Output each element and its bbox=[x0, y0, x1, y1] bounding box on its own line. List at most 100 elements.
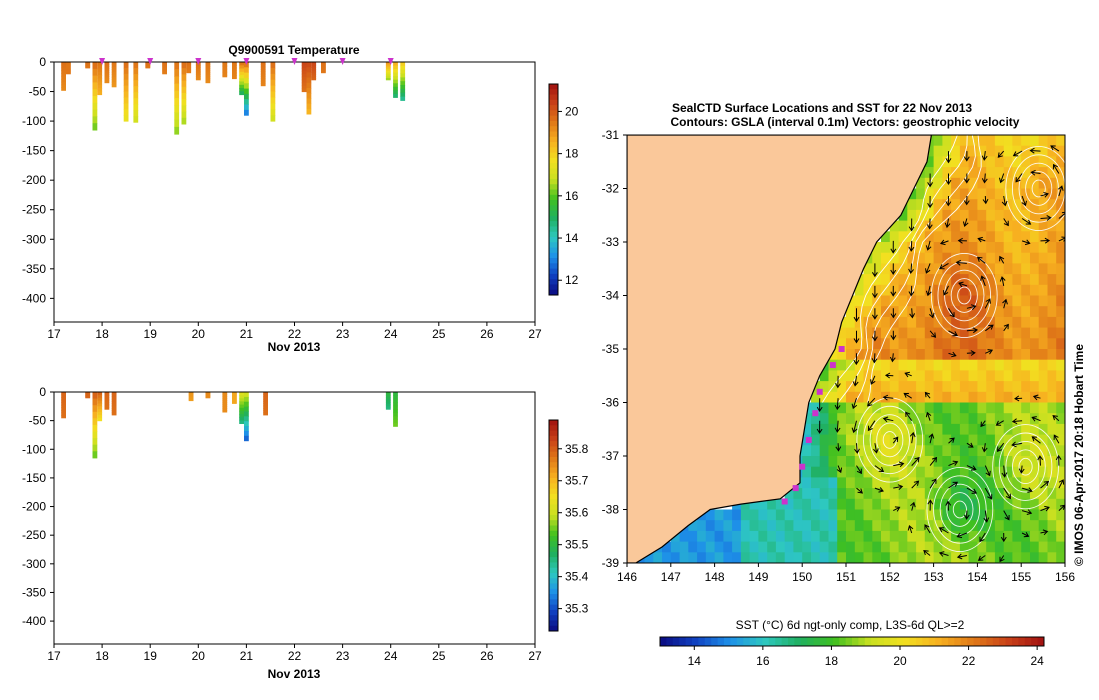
sst-cell bbox=[898, 252, 908, 264]
sst-cell bbox=[1056, 477, 1065, 489]
colorbar-cell bbox=[736, 637, 744, 646]
sst-cell bbox=[828, 509, 838, 521]
sst-cell bbox=[1047, 135, 1057, 147]
profile-cell bbox=[239, 392, 244, 396]
profile-cell bbox=[244, 104, 249, 111]
colorbar-frame bbox=[548, 83, 559, 296]
colorbar-cell bbox=[1012, 637, 1019, 646]
sst-cell bbox=[1012, 306, 1022, 318]
sst-cell bbox=[968, 520, 978, 532]
velocity-vector bbox=[966, 487, 978, 494]
gsla-contours bbox=[822, 135, 1065, 553]
seal-ctd-location bbox=[799, 463, 806, 470]
sst-cell bbox=[881, 370, 891, 382]
sst-cell bbox=[1030, 509, 1040, 521]
sst-cell bbox=[924, 327, 934, 339]
profile-cell bbox=[232, 395, 237, 397]
sst-cell bbox=[986, 167, 996, 179]
sst-cell bbox=[959, 209, 970, 221]
profile-cell bbox=[260, 83, 266, 87]
sst-cell bbox=[924, 402, 934, 414]
sst-cell bbox=[916, 274, 926, 286]
sst-cell bbox=[863, 445, 873, 457]
sst-cell bbox=[916, 209, 926, 221]
x-tick-label: 26 bbox=[480, 327, 494, 341]
sst-cell bbox=[959, 145, 970, 157]
velocity-vector bbox=[948, 308, 955, 318]
sst-cell bbox=[916, 370, 926, 382]
sst-cell bbox=[872, 252, 882, 264]
colorbar-cell bbox=[549, 609, 558, 616]
sst-cell bbox=[951, 359, 961, 371]
sst-cell bbox=[1047, 434, 1057, 446]
profile-cell bbox=[239, 71, 244, 76]
profile-cell bbox=[85, 394, 91, 396]
colorbar-cell bbox=[549, 541, 558, 548]
sst-cell bbox=[811, 541, 821, 553]
lon-tick-label: 146 bbox=[617, 570, 637, 584]
sst-cell bbox=[846, 338, 856, 350]
profile-cell bbox=[385, 74, 391, 77]
sst-cell bbox=[898, 413, 908, 425]
sst-cell bbox=[872, 381, 882, 393]
sst-cell bbox=[898, 338, 908, 350]
profile-cell bbox=[393, 392, 398, 396]
sst-cell bbox=[793, 509, 803, 521]
profile-3 bbox=[92, 62, 98, 131]
profile-cell bbox=[321, 64, 326, 66]
profile-cell bbox=[385, 69, 391, 72]
sst-cell bbox=[1012, 177, 1022, 189]
sst-cell bbox=[1038, 413, 1048, 425]
sst-cell bbox=[977, 509, 987, 521]
velocity-vector bbox=[1018, 465, 1025, 474]
velocity-vector bbox=[924, 524, 931, 534]
profile-cell bbox=[66, 71, 71, 74]
sst-cell bbox=[819, 541, 829, 553]
sst-cell bbox=[1012, 466, 1022, 478]
sst-cell bbox=[933, 498, 943, 510]
colorbar-cell bbox=[549, 210, 558, 217]
velocity-vector bbox=[893, 484, 904, 490]
sst-cell bbox=[959, 327, 970, 339]
sst-cell bbox=[1012, 167, 1022, 179]
sst-cell bbox=[916, 284, 926, 296]
x-tick-label: 17 bbox=[47, 327, 61, 341]
sst-cell bbox=[1021, 477, 1031, 489]
profile-cell bbox=[244, 392, 249, 398]
sst-cell bbox=[854, 338, 864, 350]
velocity-vector bbox=[882, 394, 894, 401]
profile-cell bbox=[239, 75, 244, 79]
colorbar-cell bbox=[549, 200, 558, 206]
sst-cell bbox=[1012, 434, 1022, 446]
sst-cell bbox=[951, 391, 961, 403]
gsla-contour bbox=[946, 492, 974, 527]
profile-cell bbox=[133, 86, 139, 93]
sst-cell bbox=[811, 488, 821, 500]
velocity-vector bbox=[1040, 529, 1049, 536]
sst-cell bbox=[986, 284, 996, 296]
profile-28 bbox=[400, 62, 406, 101]
sst-cell bbox=[1012, 263, 1022, 275]
profile-cell bbox=[85, 62, 91, 64]
sst-cell bbox=[959, 252, 970, 264]
sst-cell bbox=[872, 520, 882, 532]
profile-cell bbox=[244, 88, 249, 95]
x-tick-label: 27 bbox=[528, 327, 542, 341]
sst-cell bbox=[933, 370, 943, 382]
y-tick-label: -400 bbox=[22, 291, 46, 305]
sst-cell bbox=[846, 327, 856, 339]
velocity-vector bbox=[1052, 414, 1060, 422]
sst-cell bbox=[933, 541, 943, 553]
profile-cell bbox=[321, 68, 326, 70]
profile-19 bbox=[244, 62, 249, 116]
sst-cell bbox=[933, 316, 943, 328]
velocity-vector bbox=[1021, 195, 1027, 207]
sst-cell bbox=[977, 381, 987, 393]
sst-cell bbox=[898, 295, 908, 307]
colorbar-cell bbox=[549, 131, 558, 138]
profile-cell bbox=[244, 72, 249, 79]
sst-cell bbox=[1056, 445, 1065, 457]
sst-cell bbox=[872, 263, 882, 275]
colorbar-cell bbox=[839, 637, 847, 646]
sst-cell bbox=[1030, 488, 1040, 500]
